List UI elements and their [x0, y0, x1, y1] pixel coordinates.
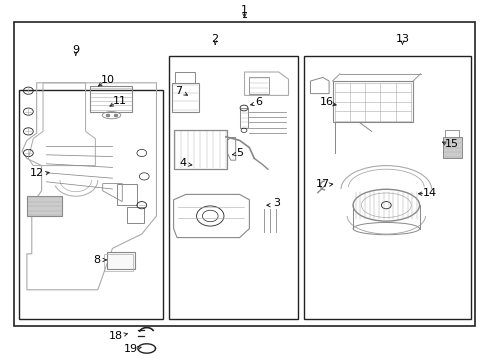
Text: 14: 14	[423, 188, 436, 198]
Bar	[175, 72, 194, 83]
Bar	[106, 252, 135, 269]
Bar	[117, 184, 137, 205]
Bar	[19, 90, 163, 319]
Text: 4: 4	[180, 158, 186, 168]
Text: 5: 5	[236, 148, 243, 158]
Bar	[444, 130, 458, 137]
Text: 13: 13	[395, 33, 408, 44]
Bar	[14, 22, 474, 326]
Text: 7: 7	[175, 86, 182, 96]
Bar	[90, 86, 132, 112]
Bar	[304, 56, 470, 319]
Text: 10: 10	[101, 75, 114, 85]
Bar	[27, 196, 62, 216]
Text: 18: 18	[109, 330, 123, 341]
Bar	[104, 254, 132, 271]
Bar	[332, 81, 412, 122]
Text: 11: 11	[113, 96, 126, 106]
Text: 2: 2	[211, 33, 218, 44]
Text: 1: 1	[241, 5, 247, 15]
Text: 3: 3	[272, 198, 279, 208]
Text: 19: 19	[124, 344, 138, 354]
Text: 12: 12	[30, 168, 43, 178]
Text: 16: 16	[319, 96, 333, 107]
Bar	[168, 56, 298, 319]
Text: 9: 9	[72, 45, 79, 55]
Bar	[239, 108, 248, 128]
Text: 17: 17	[315, 179, 329, 189]
Text: 6: 6	[255, 96, 262, 107]
Bar	[442, 137, 461, 158]
Bar	[249, 77, 268, 94]
Bar	[172, 83, 199, 112]
Text: 15: 15	[445, 139, 458, 149]
Bar	[173, 130, 227, 169]
Text: 8: 8	[93, 255, 100, 265]
Bar	[127, 207, 144, 223]
